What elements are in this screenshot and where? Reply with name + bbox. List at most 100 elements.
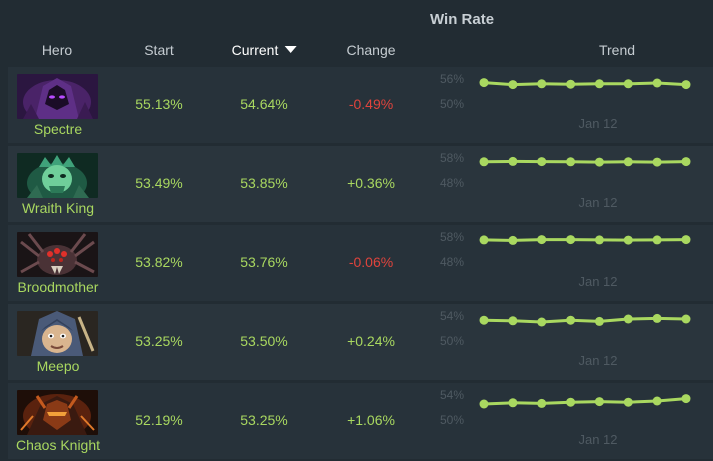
trend-point[interactable] xyxy=(623,314,633,324)
table-row[interactable]: Spectre 55.13% 54.64% -0.49% 56% 50% Jan 1… xyxy=(8,67,713,143)
trend-point[interactable] xyxy=(508,235,518,245)
trend-point[interactable] xyxy=(508,80,518,90)
trend-point[interactable] xyxy=(652,235,662,245)
trend-date-label: Jan 12 xyxy=(578,353,617,368)
trend-point[interactable] xyxy=(681,314,691,324)
trend-sparkline: 56% 50% Jan 12 xyxy=(420,67,713,143)
current-rate: 53.76% xyxy=(240,254,288,270)
trend-point[interactable] xyxy=(652,157,662,167)
trend-point[interactable] xyxy=(479,78,489,88)
trend-point[interactable] xyxy=(479,157,489,167)
trend-point[interactable] xyxy=(681,235,691,245)
hero-cell[interactable]: Chaos Knight xyxy=(8,383,108,459)
trend-chart: 58% 48% Jan 12 xyxy=(440,230,691,289)
trend-y-top-label: 58% xyxy=(440,151,464,165)
trend-point[interactable] xyxy=(681,394,691,404)
table-row[interactable]: Chaos Knight 52.19% 53.25% +1.06% 54% 50%… xyxy=(8,383,713,459)
change-value: +0.24% xyxy=(347,333,395,349)
broodmother-portrait-icon[interactable] xyxy=(17,232,98,277)
trend-date-label: Jan 12 xyxy=(578,274,617,289)
trend-point[interactable] xyxy=(681,80,691,90)
trend-point[interactable] xyxy=(566,79,576,89)
header-current[interactable]: Current xyxy=(232,42,297,58)
trend-date-label: Jan 12 xyxy=(578,432,617,447)
trend-line xyxy=(483,316,687,324)
header-hero[interactable]: Hero xyxy=(41,42,73,58)
chaos-knight-portrait-icon[interactable] xyxy=(17,390,98,435)
trend-line xyxy=(483,238,687,242)
trend-line xyxy=(483,81,687,87)
trend-point[interactable] xyxy=(594,157,604,167)
trend-y-bottom-label: 48% xyxy=(440,176,464,190)
trend-point[interactable] xyxy=(623,397,633,407)
start-rate: 53.49% xyxy=(135,175,183,191)
trend-point[interactable] xyxy=(594,316,604,326)
trend-point[interactable] xyxy=(508,156,518,166)
table-row[interactable]: Meepo 53.25% 53.50% +0.24% 54% 50% Jan 12 xyxy=(8,304,713,380)
trend-y-top-label: 56% xyxy=(440,72,464,86)
hero-cell[interactable]: Meepo xyxy=(8,304,108,380)
hero-cell[interactable]: Broodmother xyxy=(8,225,108,301)
meepo-portrait-icon[interactable] xyxy=(17,311,98,356)
trend-point[interactable] xyxy=(479,235,489,245)
trend-y-bottom-label: 48% xyxy=(440,255,464,269)
trend-point[interactable] xyxy=(566,315,576,325)
trend-point[interactable] xyxy=(623,235,633,245)
hero-name[interactable]: Broodmother xyxy=(17,279,99,295)
trend-y-top-label: 54% xyxy=(440,388,464,402)
trend-line xyxy=(483,397,687,406)
trend-point[interactable] xyxy=(623,79,633,89)
wraith-king-portrait-icon[interactable] xyxy=(17,153,98,198)
start-rate: 55.13% xyxy=(135,96,183,112)
trend-point[interactable] xyxy=(681,157,691,167)
change-value: -0.06% xyxy=(348,254,394,270)
trend-chart: 54% 50% Jan 12 xyxy=(440,309,691,368)
table-row[interactable]: Broodmother 53.82% 53.76% -0.06% 58% 48% J… xyxy=(8,225,713,301)
trend-point[interactable] xyxy=(566,397,576,407)
trend-chart: 58% 48% Jan 12 xyxy=(440,151,691,210)
table-row[interactable]: Wraith King 53.49% 53.85% +0.36% 58% 48% J… xyxy=(8,146,713,222)
trend-date-label: Jan 12 xyxy=(578,195,617,210)
trend-line xyxy=(483,159,687,164)
table-header: Hero Start Current Change Trend xyxy=(0,40,713,66)
trend-point[interactable] xyxy=(594,397,604,407)
header-start[interactable]: Start xyxy=(144,42,174,58)
trend-point[interactable] xyxy=(623,157,633,167)
trend-sparkline: 58% 48% Jan 12 xyxy=(420,146,713,222)
trend-point[interactable] xyxy=(652,78,662,88)
hero-name[interactable]: Wraith King xyxy=(21,200,95,216)
change-value: +0.36% xyxy=(347,175,395,191)
trend-y-bottom-label: 50% xyxy=(440,97,464,111)
trend-point[interactable] xyxy=(652,313,662,323)
trend-y-top-label: 54% xyxy=(440,309,464,323)
start-rate: 53.25% xyxy=(135,333,183,349)
trend-point[interactable] xyxy=(479,315,489,325)
trend-y-top-label: 58% xyxy=(440,230,464,244)
current-rate: 53.50% xyxy=(240,333,288,349)
trend-sparkline: 54% 50% Jan 12 xyxy=(420,383,713,459)
hero-cell[interactable]: Wraith King xyxy=(8,146,108,222)
header-change[interactable]: Change xyxy=(346,42,396,58)
trend-point[interactable] xyxy=(537,398,547,408)
spectre-portrait-icon[interactable] xyxy=(17,74,98,119)
trend-point[interactable] xyxy=(537,235,547,245)
trend-point[interactable] xyxy=(479,399,489,409)
trend-point[interactable] xyxy=(537,79,547,89)
trend-point[interactable] xyxy=(594,79,604,89)
current-rate: 54.64% xyxy=(240,96,288,112)
trend-point[interactable] xyxy=(566,157,576,167)
hero-name[interactable]: Meepo xyxy=(36,358,80,374)
start-rate: 52.19% xyxy=(135,412,183,428)
hero-name[interactable]: Chaos Knight xyxy=(15,437,101,453)
trend-point[interactable] xyxy=(508,398,518,408)
trend-chart: 54% 50% Jan 12 xyxy=(440,388,691,447)
hero-cell[interactable]: Spectre xyxy=(8,67,108,143)
trend-point[interactable] xyxy=(652,396,662,406)
trend-point[interactable] xyxy=(566,235,576,245)
trend-point[interactable] xyxy=(537,157,547,167)
header-current-label: Current xyxy=(231,42,279,58)
trend-point[interactable] xyxy=(594,235,604,245)
trend-point[interactable] xyxy=(537,317,547,327)
trend-point[interactable] xyxy=(508,316,518,326)
hero-name[interactable]: Spectre xyxy=(33,121,83,137)
